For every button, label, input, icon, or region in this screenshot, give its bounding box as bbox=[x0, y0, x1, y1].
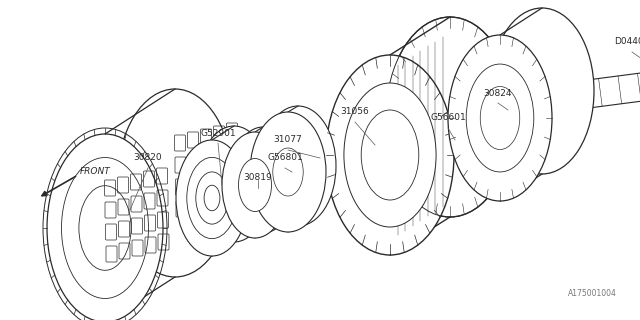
Text: 30820: 30820 bbox=[134, 154, 163, 163]
Text: 31056: 31056 bbox=[340, 108, 369, 116]
Text: 31077: 31077 bbox=[274, 135, 302, 145]
Text: D04401: D04401 bbox=[614, 37, 640, 46]
Ellipse shape bbox=[250, 112, 326, 232]
Text: 30824: 30824 bbox=[484, 89, 512, 98]
Ellipse shape bbox=[47, 134, 163, 320]
Ellipse shape bbox=[198, 126, 270, 242]
Ellipse shape bbox=[260, 106, 336, 226]
Text: G56801: G56801 bbox=[267, 154, 303, 163]
Text: 30819: 30819 bbox=[244, 173, 273, 182]
Ellipse shape bbox=[222, 132, 288, 238]
Text: FRONT: FRONT bbox=[80, 167, 111, 177]
Ellipse shape bbox=[273, 148, 303, 196]
Text: G52901: G52901 bbox=[200, 129, 236, 138]
Ellipse shape bbox=[344, 83, 436, 227]
Ellipse shape bbox=[490, 8, 594, 174]
Ellipse shape bbox=[230, 127, 296, 233]
Ellipse shape bbox=[480, 86, 520, 149]
Ellipse shape bbox=[117, 89, 233, 277]
Text: A175001004: A175001004 bbox=[568, 290, 617, 299]
Polygon shape bbox=[540, 53, 640, 114]
Ellipse shape bbox=[239, 158, 271, 212]
Ellipse shape bbox=[448, 35, 552, 201]
Ellipse shape bbox=[326, 55, 454, 255]
Ellipse shape bbox=[361, 110, 419, 200]
Ellipse shape bbox=[386, 17, 514, 217]
Ellipse shape bbox=[176, 140, 248, 256]
Text: G56601: G56601 bbox=[430, 114, 466, 123]
Ellipse shape bbox=[466, 64, 534, 172]
